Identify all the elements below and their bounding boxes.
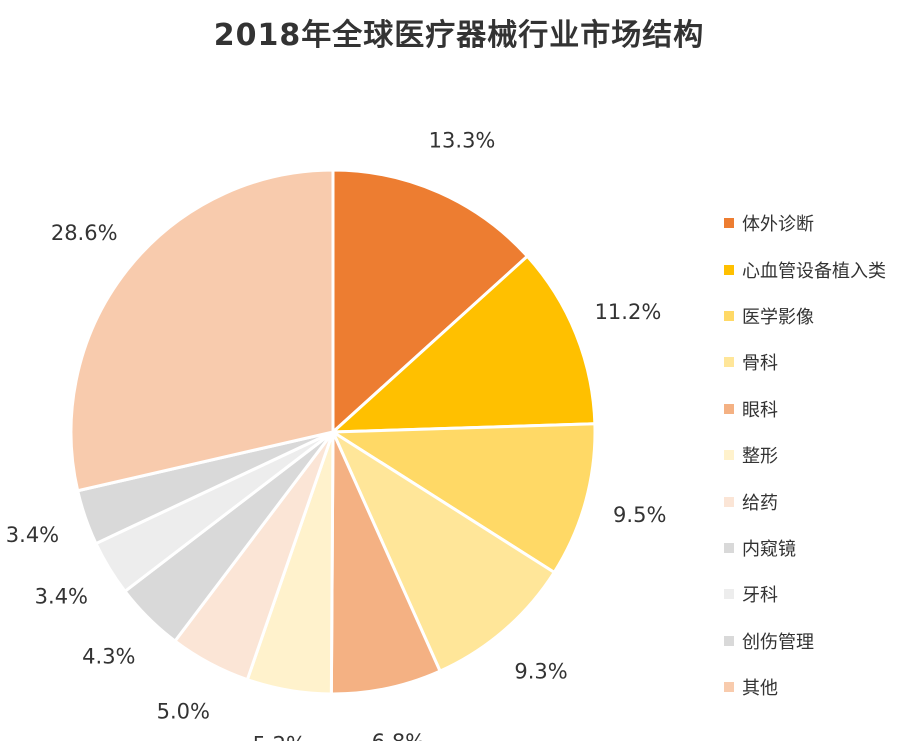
legend-swatch	[724, 264, 734, 275]
legend-swatch	[724, 542, 734, 553]
pie-slice-1	[331, 168, 529, 434]
legend-label: 创伤管理	[742, 631, 814, 653]
legend-item-6: 整形	[724, 432, 886, 478]
data-label-1: 13.3%	[429, 128, 496, 152]
legend-label: 整形	[742, 446, 778, 468]
pie-data-labels: 13.3% 11.2% 9.5% 9.3% 6.8% 5.2% 5.0% 4.3% 3.4% 3.…	[6, 128, 667, 741]
pie-slice-4	[331, 430, 556, 673]
legend-item-3: 医学影像	[724, 293, 886, 339]
legend-item-1: 体外诊断	[724, 200, 886, 246]
legend-label: 心血管设备植入类	[742, 260, 886, 282]
legend-label: 医学影像	[742, 306, 814, 328]
pie-slice-5	[329, 430, 442, 696]
legend-swatch	[724, 310, 734, 321]
legend-swatch	[724, 450, 734, 461]
chart-legend: 体外诊断心血管设备植入类 医学影像骨科眼科整形给药内窥镜牙科创伤管理其他	[724, 200, 886, 710]
pie-slices	[69, 168, 597, 696]
legend-swatch	[724, 635, 734, 646]
legend-swatch	[724, 496, 734, 507]
chart-title: 2018年全球医疗器械行业市场结构	[213, 18, 705, 53]
data-label-7: 5.0%	[157, 700, 210, 724]
legend-item-8: 内窥镜	[724, 525, 886, 571]
legend-item-5: 眼科	[724, 386, 886, 432]
legend-item-2: 心血管设备植入类	[724, 246, 886, 292]
data-label-10: 3.4%	[6, 523, 59, 547]
legend-label: 给药	[742, 492, 778, 514]
legend-swatch	[724, 357, 734, 368]
legend-swatch	[724, 403, 734, 414]
legend-swatch	[724, 682, 734, 693]
legend-item-11: 其他	[724, 664, 886, 710]
legend-label: 眼科	[742, 399, 778, 421]
legend-item-10: 创伤管理	[724, 618, 886, 664]
legend-label: 其他	[742, 678, 778, 700]
legend-item-9: 牙科	[724, 571, 886, 617]
legend-label: 骨科	[742, 353, 778, 375]
data-label-9: 3.4%	[35, 584, 88, 608]
legend-label: 内窥镜	[742, 538, 796, 560]
legend-label: 体外诊断	[742, 214, 814, 236]
pie-slice-2	[331, 254, 597, 434]
data-label-6: 5.2%	[253, 732, 306, 741]
legend-label: 牙科	[742, 585, 778, 607]
legend-swatch	[724, 218, 734, 229]
data-label-5: 6.8%	[372, 730, 425, 741]
data-label-8: 4.3%	[82, 645, 135, 669]
data-label-3: 9.5%	[613, 503, 666, 527]
pie-slice-3	[331, 422, 597, 574]
legend-item-7: 给药	[724, 478, 886, 524]
data-label-2: 11.2%	[595, 300, 662, 324]
pie-slice-11	[69, 168, 335, 493]
legend-swatch	[724, 589, 734, 600]
data-label-4: 9.3%	[514, 660, 567, 684]
legend-item-4: 骨科	[724, 339, 886, 385]
data-label-11: 28.6%	[51, 221, 118, 245]
